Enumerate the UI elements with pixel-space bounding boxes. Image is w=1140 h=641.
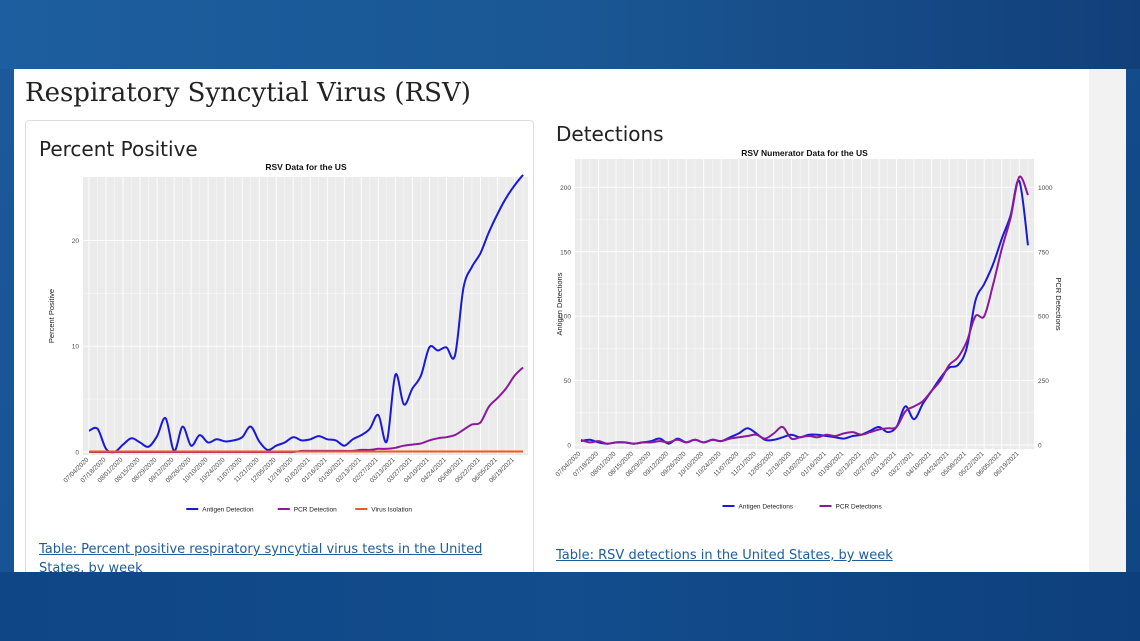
legend-label: Antigen Detections — [739, 503, 794, 510]
percent-positive-table-link[interactable]: Table: Percent positive respiratory sync… — [39, 542, 483, 572]
y-tick-label: 150 — [560, 249, 571, 256]
detections-chart: 0501001502000250500750100007/04/202007/1… — [554, 148, 1063, 510]
background-band — [0, 572, 1140, 641]
y-right-tick-label: 500 — [1038, 314, 1049, 321]
y-right-tick-label: 1000 — [1038, 185, 1053, 192]
content-panel: Respiratory Syncytial Virus (RSV) Percen… — [14, 69, 1126, 572]
chart-title: RSV Data for the US — [265, 162, 347, 172]
y-tick-label: 10 — [72, 344, 80, 351]
y-right-tick-label: 0 — [1038, 443, 1042, 450]
y-tick-label: 0 — [75, 450, 79, 457]
y-tick-label: 100 — [560, 314, 571, 321]
legend-label: Virus Isolation — [371, 506, 412, 513]
y-axis-label: Percent Positive — [47, 289, 56, 343]
legend-label: PCR Detections — [836, 503, 883, 510]
percent-positive-chart: 0102007/04/202007/18/202008/01/202008/15… — [47, 162, 528, 513]
detections-table-link[interactable]: Table: RSV detections in the United Stat… — [556, 548, 893, 563]
series-line-antigen-detection — [88, 174, 524, 454]
right-gutter — [1089, 69, 1126, 572]
section-heading-percent-positive: Percent Positive — [39, 137, 198, 161]
y-axis-label: Antigen Detections — [555, 272, 564, 335]
plot-panel — [575, 159, 1034, 449]
percent-positive-card: Percent Positive 0 10 20 07/04/2020 07/18/20… — [25, 120, 534, 572]
section-heading-detections: Detections — [556, 122, 664, 146]
series-line-pcr-detections — [580, 175, 1029, 445]
y-right-tick-label: 250 — [1038, 378, 1049, 385]
y-tick-label: 0 — [567, 443, 571, 450]
background-band — [0, 0, 1140, 69]
page-title: Respiratory Syncytial Virus (RSV) — [25, 78, 471, 108]
chart-title: RSV Numerator Data for the US — [741, 148, 868, 158]
legend-label: Antigen Detection — [202, 506, 254, 513]
y-right-axis-label: PCR Detections — [1054, 277, 1063, 331]
plot-panel — [83, 177, 528, 455]
legend-label: PCR Detection — [294, 506, 337, 513]
y-tick-label: 50 — [564, 378, 572, 385]
y-tick-label: 20 — [72, 238, 80, 245]
y-tick-label: 200 — [560, 185, 571, 192]
y-right-tick-label: 750 — [1038, 249, 1049, 256]
